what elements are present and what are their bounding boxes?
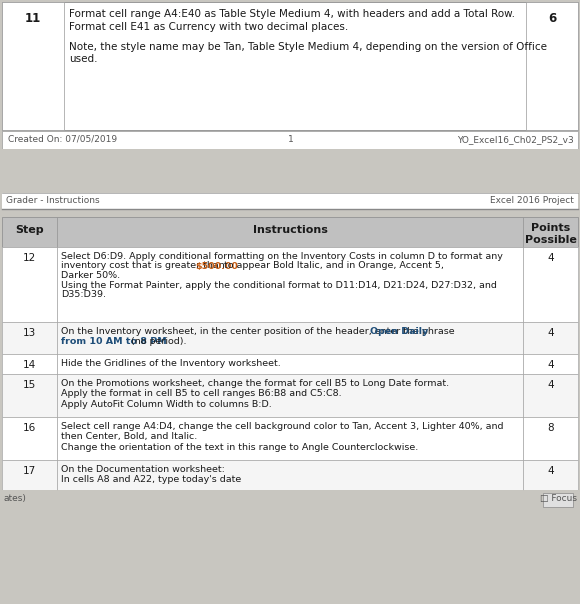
Text: (no period).: (no period).	[128, 336, 186, 345]
Bar	[2, 354, 578, 374]
Text: 4: 4	[547, 360, 554, 370]
Text: 4: 4	[547, 380, 554, 390]
Text: 6: 6	[548, 12, 556, 25]
Text: 13: 13	[23, 328, 36, 338]
Text: $500.00: $500.00	[195, 262, 238, 271]
Text: Note, the style name may be Tan, Table Style Medium 4, depending on the version : Note, the style name may be Tan, Table S…	[69, 42, 547, 63]
Bar	[543, 493, 573, 507]
Bar	[0, 149, 580, 193]
Text: D35:D39.: D35:D39.	[61, 290, 106, 299]
Text: Select cell range A4:D4, change the cell background color to Tan, Accent 3, Ligh: Select cell range A4:D4, change the cell…	[61, 422, 503, 452]
Text: On the Promotions worksheet, change the format for cell B5 to Long Date format.
: On the Promotions worksheet, change the …	[61, 379, 449, 409]
Bar	[0, 490, 580, 604]
Text: 11: 11	[25, 12, 41, 25]
Text: from 10 AM to 8 PM: from 10 AM to 8 PM	[61, 336, 167, 345]
Text: to appear Bold Italic, and in Orange, Accent 5,: to appear Bold Italic, and in Orange, Ac…	[221, 262, 444, 271]
Text: On the Inventory worksheet, in the center position of the header, enter the phra: On the Inventory worksheet, in the cente…	[61, 327, 458, 336]
Text: Format cell E41 as Currency with two decimal places.: Format cell E41 as Currency with two dec…	[69, 22, 348, 32]
Text: 15: 15	[23, 380, 36, 390]
Text: Points
Possible: Points Possible	[524, 223, 577, 245]
Text: Select D6:D9. Apply conditional formatting on the Inventory Costs in column D to: Select D6:D9. Apply conditional formatti…	[61, 252, 503, 261]
Bar	[2, 193, 578, 209]
Text: 14: 14	[23, 360, 36, 370]
Text: Excel 2016 Project: Excel 2016 Project	[490, 196, 574, 205]
Text: ates): ates)	[4, 494, 27, 503]
Text: 17: 17	[23, 466, 36, 476]
Text: On the Documentation worksheet:
In cells A8 and A22, type today's date: On the Documentation worksheet: In cells…	[61, 465, 241, 484]
Text: Darker 50%.: Darker 50%.	[61, 271, 120, 280]
Text: 1: 1	[288, 135, 294, 144]
Bar	[2, 322, 578, 354]
Bar	[2, 417, 578, 460]
Text: Format cell range A4:E40 as Table Style Medium 4, with headers and add a Total R: Format cell range A4:E40 as Table Style …	[69, 9, 515, 19]
Text: □ Focus: □ Focus	[539, 494, 577, 503]
Bar	[2, 2, 578, 130]
Bar	[2, 460, 578, 490]
Text: Step: Step	[15, 225, 44, 235]
Bar	[2, 131, 578, 149]
Text: Created On: 07/05/2019: Created On: 07/05/2019	[8, 135, 117, 144]
Bar	[2, 247, 578, 322]
Bar	[2, 217, 578, 247]
Bar	[2, 2, 64, 130]
Text: 8: 8	[547, 423, 554, 433]
Bar	[526, 2, 578, 130]
Text: Hide the Gridlines of the Inventory worksheet.: Hide the Gridlines of the Inventory work…	[61, 359, 281, 368]
Text: YO_Excel16_Ch02_PS2_v3: YO_Excel16_Ch02_PS2_v3	[457, 135, 574, 144]
Text: Grader - Instructions: Grader - Instructions	[6, 196, 100, 205]
Text: 12: 12	[23, 253, 36, 263]
Text: 4: 4	[547, 328, 554, 338]
Text: 4: 4	[547, 466, 554, 476]
Bar	[2, 374, 578, 417]
Text: 4: 4	[547, 253, 554, 263]
Text: inventory cost that is greater than: inventory cost that is greater than	[61, 262, 228, 271]
Text: 16: 16	[23, 423, 36, 433]
Text: Instructions: Instructions	[252, 225, 328, 235]
Text: Open Daily: Open Daily	[370, 327, 428, 336]
Text: Using the Format Painter, apply the conditional format to D11:D14, D21:D24, D27:: Using the Format Painter, apply the cond…	[61, 280, 497, 289]
